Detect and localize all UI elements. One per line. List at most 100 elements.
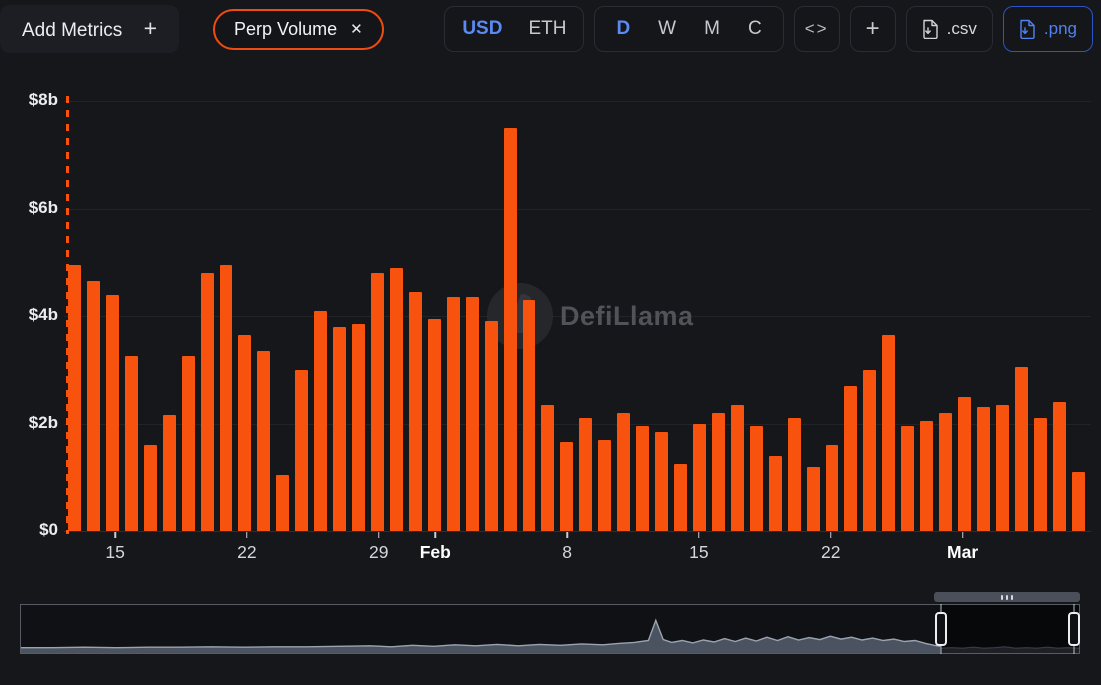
y-axis-label: $6b: [28, 197, 58, 217]
volume-bar[interactable]: [333, 326, 347, 531]
volume-bar[interactable]: [541, 404, 555, 531]
volume-bar[interactable]: [371, 273, 384, 531]
volume-bar[interactable]: [787, 418, 801, 531]
volume-bar[interactable]: [674, 463, 687, 531]
interval-option-daily[interactable]: D: [616, 18, 631, 39]
add-chart-button[interactable]: +: [849, 6, 896, 52]
volume-bar[interactable]: [730, 404, 744, 531]
volume-bar[interactable]: [939, 412, 953, 531]
range-start-dashed-line: [66, 96, 69, 534]
volume-bar[interactable]: [995, 404, 1009, 531]
x-axis-tick: [378, 532, 380, 538]
download-png-label: .png: [1043, 19, 1077, 38]
volume-bar[interactable]: [408, 291, 422, 531]
bar-chart-area[interactable]: DefiLlama 15 22 29 Feb 8 15 22 Mar $0 $2b $4b $6b $…: [0, 56, 1101, 580]
volume-bar[interactable]: [389, 267, 403, 531]
volume-bar[interactable]: [124, 356, 138, 531]
bar-series: [68, 101, 1085, 531]
volume-bar[interactable]: [768, 455, 782, 531]
gridline: [64, 316, 1091, 317]
volume-bar[interactable]: [295, 369, 309, 531]
download-png-button[interactable]: .png: [1002, 6, 1093, 52]
volume-bar[interactable]: [863, 369, 877, 531]
volume-bar[interactable]: [844, 385, 858, 531]
x-axis: 15 22 29 Feb 8 15 22 Mar: [68, 531, 1085, 581]
volume-bar[interactable]: [617, 412, 631, 531]
volume-bar[interactable]: [105, 294, 119, 531]
volume-bar[interactable]: [692, 423, 706, 531]
x-axis-label: 22: [821, 542, 841, 562]
volume-bar[interactable]: [579, 418, 593, 531]
close-icon[interactable]: ✕: [350, 21, 363, 38]
add-metrics-label: Add Metrics: [22, 19, 123, 41]
volume-bar[interactable]: [276, 474, 290, 531]
volume-bar[interactable]: [920, 420, 934, 531]
interval-option-monthly[interactable]: M: [704, 18, 720, 39]
x-axis-tick: [246, 532, 248, 538]
volume-bar[interactable]: [181, 356, 195, 531]
navigator-track[interactable]: [20, 604, 1080, 654]
x-axis-label: 15: [105, 542, 125, 562]
grip-icon: [1001, 594, 1004, 600]
interval-option-cumulative[interactable]: C: [747, 18, 762, 39]
volume-bar[interactable]: [503, 127, 517, 531]
y-axis-label: $4b: [28, 305, 58, 324]
timeline-navigator[interactable]: [20, 592, 1080, 658]
volume-bar[interactable]: [446, 297, 460, 531]
volume-bar[interactable]: [86, 281, 100, 531]
volume-bar[interactable]: [68, 264, 81, 531]
x-axis-label: Feb: [419, 542, 451, 562]
volume-bar[interactable]: [1014, 367, 1028, 531]
grip-icon: [1011, 594, 1014, 600]
x-axis-tick: [114, 532, 116, 538]
x-axis-label: 8: [562, 542, 572, 562]
download-csv-button[interactable]: .csv: [905, 6, 993, 52]
volume-bar[interactable]: [238, 334, 252, 531]
volume-bar[interactable]: [1052, 402, 1066, 531]
volume-bar[interactable]: [257, 350, 271, 531]
volume-bar[interactable]: [749, 426, 763, 531]
right-range-handle[interactable]: [1067, 612, 1080, 646]
volume-bar[interactable]: [560, 442, 574, 531]
metric-pill-perp-volume[interactable]: Perp Volume ✕: [213, 8, 384, 50]
volume-bar[interactable]: [1033, 418, 1047, 531]
volume-bar[interactable]: [901, 426, 915, 531]
file-download-icon: [1019, 19, 1036, 39]
volume-bar[interactable]: [711, 412, 725, 531]
volume-bar[interactable]: [825, 445, 839, 531]
volume-bar[interactable]: [977, 407, 990, 531]
left-range-handle[interactable]: [935, 612, 948, 646]
volume-bar[interactable]: [882, 334, 896, 531]
volume-bar[interactable]: [162, 415, 176, 531]
interval-option-weekly[interactable]: W: [658, 18, 677, 39]
volume-bar[interactable]: [522, 299, 536, 531]
currency-option-eth[interactable]: ETH: [528, 18, 567, 39]
y-axis-label: $0: [39, 520, 58, 539]
embed-button[interactable]: <>: [793, 6, 840, 52]
volume-bar[interactable]: [598, 439, 612, 531]
volume-bar[interactable]: [636, 426, 650, 531]
volume-bar[interactable]: [352, 324, 365, 531]
volume-bar[interactable]: [314, 310, 328, 531]
gridline: [64, 208, 1091, 210]
download-csv-label: .csv: [946, 19, 977, 38]
selection-drag-bar[interactable]: [934, 592, 1080, 602]
currency-toggle: USD ETH: [444, 6, 585, 52]
x-axis-label: 29: [369, 542, 389, 562]
volume-bar[interactable]: [806, 466, 820, 531]
volume-bar[interactable]: [655, 431, 668, 531]
add-metrics-button[interactable]: Add Metrics +: [0, 5, 180, 53]
currency-option-usd[interactable]: USD: [462, 18, 503, 39]
volume-bar[interactable]: [465, 297, 479, 531]
x-axis-tick: [566, 532, 568, 538]
volume-bar[interactable]: [143, 445, 157, 531]
y-axis-label: $8b: [28, 90, 58, 109]
volume-bar[interactable]: [1071, 471, 1085, 531]
volume-bar[interactable]: [958, 396, 971, 531]
volume-bar[interactable]: [484, 321, 498, 531]
volume-bar[interactable]: [219, 264, 233, 531]
volume-bar[interactable]: [200, 273, 214, 531]
plus-icon: +: [143, 14, 158, 41]
volume-bar[interactable]: [427, 318, 441, 531]
